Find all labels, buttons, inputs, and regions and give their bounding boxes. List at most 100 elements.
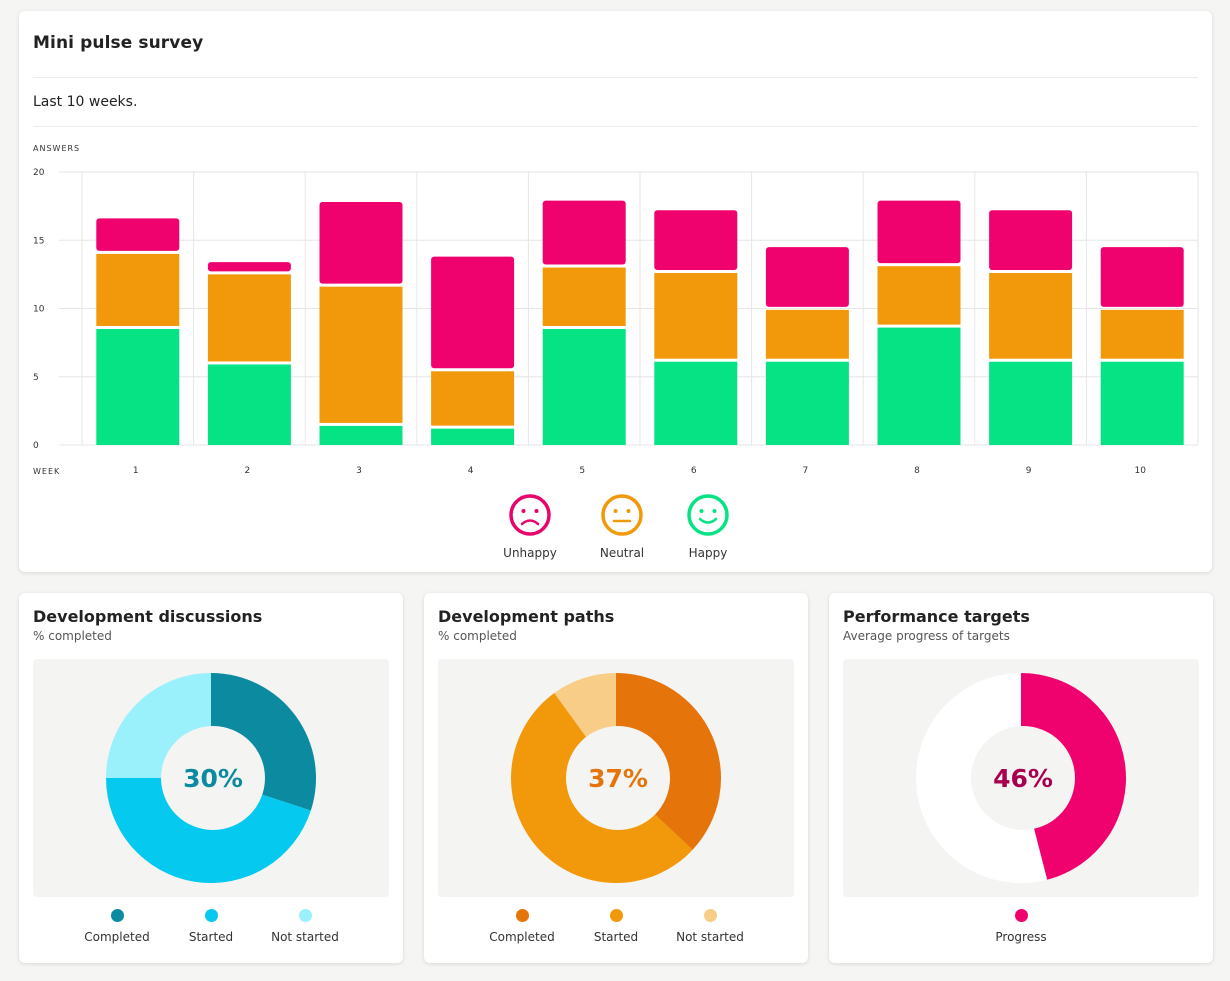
bar-segment-unhappy (207, 262, 291, 272)
card-subtitle: Average progress of targets (843, 629, 1010, 643)
donut-legend: Progress (829, 909, 1213, 944)
survey-card: Mini pulse survey Last 10 weeks. ANSWERS… (19, 11, 1212, 572)
donut-center-label: 46% (971, 726, 1075, 830)
donut-panel: 30% (33, 659, 389, 897)
bar-segment-happy (1100, 361, 1184, 445)
x-tick-label: 5 (579, 466, 585, 476)
bar-segment-neutral (765, 309, 849, 359)
neutral-face-icon (601, 494, 643, 536)
legend-item-completed: Completed (70, 909, 164, 944)
bar-segment-unhappy (765, 247, 849, 307)
bar-segment-unhappy (431, 256, 515, 369)
stacked-bar-chart: ANSWERS WEEK 0 5 10 15 20 1 2 3 4 5 6 7 8 9 10 (33, 144, 1199, 476)
unhappy-face-icon (509, 494, 551, 536)
bar-segment-neutral (319, 286, 403, 423)
legend-label: Started (593, 930, 639, 944)
legend-label: Happy (688, 546, 728, 560)
x-tick-label: 1 (133, 466, 139, 476)
legend-dot (110, 909, 124, 922)
donut-center-label: 37% (566, 726, 670, 830)
bar-segment-unhappy (1100, 247, 1184, 307)
development-discussions-card: Development discussions % completed 30% … (19, 593, 403, 963)
bar-segment-happy (654, 361, 738, 445)
legend-label: Completed (84, 930, 150, 944)
bar-segment-unhappy (319, 202, 403, 284)
bar-segment-neutral (1100, 309, 1184, 359)
card-title: Development discussions (33, 607, 263, 626)
legend-item-not-started: Not started (663, 909, 757, 944)
donut-center-label: 30% (161, 726, 265, 830)
donut-legend: Completed Started Not started (424, 909, 808, 944)
bar-segment-happy (989, 361, 1073, 445)
legend-label: Not started (676, 930, 744, 944)
legend-label: Started (188, 930, 234, 944)
donut-panel: 46% (843, 659, 1199, 897)
bar-segment-unhappy (877, 200, 961, 264)
donut-slice-completed (616, 673, 721, 850)
bar-segment-neutral (207, 274, 291, 362)
happy-face-icon (687, 494, 729, 536)
donut-slice-started (106, 778, 311, 883)
legend-item-unhappy: Unhappy (499, 493, 561, 560)
bar-segment-happy (877, 327, 961, 445)
legend-item-started: Started (164, 909, 258, 944)
legend-dot (515, 909, 529, 922)
legend-dot (298, 909, 312, 922)
bar-segment-happy (319, 425, 403, 445)
y-tick-label: 0 (33, 441, 39, 451)
bar-segment-happy (765, 361, 849, 445)
bar-segment-happy (431, 428, 515, 445)
y-tick-label: 5 (33, 373, 39, 383)
x-tick-label: 7 (803, 466, 809, 476)
bar-segment-unhappy (542, 200, 626, 265)
x-tick-label: 9 (1026, 466, 1032, 476)
bar-segment-happy (542, 328, 626, 445)
legend-dot (204, 909, 218, 922)
card-subtitle: % completed (33, 629, 112, 643)
divider (33, 126, 1198, 127)
survey-subtitle: Last 10 weeks. (33, 94, 138, 110)
legend-label: Unhappy (503, 546, 557, 560)
bar-segment-unhappy (989, 210, 1073, 271)
x-axis-label: WEEK (33, 467, 60, 476)
bar-segment-unhappy (654, 210, 738, 271)
legend-dot (1014, 909, 1028, 922)
development-paths-card: Development paths % completed 37% Comple… (424, 593, 808, 963)
donut-panel: 37% (438, 659, 794, 897)
legend-item-started: Started (569, 909, 663, 944)
legend-dot (609, 909, 623, 922)
performance-targets-card: Performance targets Average progress of … (829, 593, 1213, 963)
legend-item-completed: Completed (475, 909, 569, 944)
legend-dot (703, 909, 717, 922)
y-tick-label: 15 (33, 236, 44, 246)
x-tick-label: 4 (468, 466, 474, 476)
x-tick-label: 6 (691, 466, 697, 476)
legend-item-not-started: Not started (258, 909, 352, 944)
bar-segment-neutral (654, 273, 738, 359)
x-tick-label: 3 (356, 466, 362, 476)
legend-item-progress: Progress (974, 909, 1068, 944)
bar-segment-neutral (431, 371, 515, 426)
bar-segment-happy (96, 328, 180, 445)
card-title: Development paths (438, 607, 615, 626)
legend-item-neutral: Neutral (591, 493, 653, 560)
survey-title: Mini pulse survey (33, 33, 204, 53)
legend-item-happy: Happy (677, 493, 739, 560)
x-tick-label: 10 (1134, 466, 1146, 476)
mood-legend: Unhappy Neutral Happy (499, 493, 739, 560)
bar-segment-neutral (96, 253, 180, 326)
legend-label: Not started (271, 930, 339, 944)
y-tick-label: 10 (33, 305, 45, 315)
legend-label: Completed (489, 930, 555, 944)
bar-segment-neutral (542, 267, 626, 326)
card-subtitle: % completed (438, 629, 517, 643)
bar-segment-neutral (877, 266, 961, 325)
card-title: Performance targets (843, 607, 1030, 626)
y-tick-label: 20 (33, 168, 45, 178)
y-axis-label: ANSWERS (33, 144, 80, 153)
x-tick-label: 2 (245, 466, 251, 476)
bar-segment-neutral (989, 273, 1073, 359)
legend-label: Progress (995, 930, 1047, 944)
donut-legend: Completed Started Not started (19, 909, 403, 944)
x-tick-label: 8 (914, 466, 920, 476)
